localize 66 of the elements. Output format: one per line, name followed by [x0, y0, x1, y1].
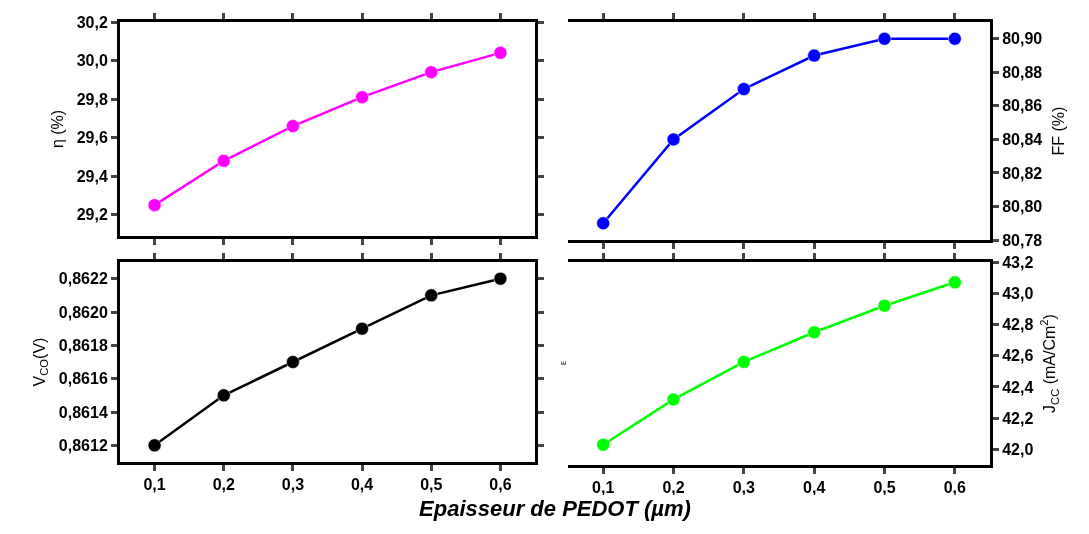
y-tick-label: 0,8622 [58, 270, 108, 288]
x-tick-label: 0,4 [350, 476, 374, 494]
point [355, 321, 369, 336]
annotation: E [557, 360, 569, 366]
y2-tick-label: 43,2 [1002, 253, 1034, 271]
point [948, 32, 962, 46]
point [737, 82, 751, 96]
x-tick-label: 0,3 [732, 479, 756, 497]
point [596, 216, 610, 230]
x-tick-label: 0,1 [143, 476, 166, 494]
y-tick-label: 29,4 [76, 167, 108, 185]
y2-tick-label: 42,4 [1002, 378, 1034, 396]
x-tick-label: 0,4 [803, 479, 826, 497]
point [493, 46, 508, 60]
x-tick-label: 0,2 [662, 479, 685, 497]
point [217, 388, 231, 403]
point [877, 298, 892, 313]
x-axis-title: Epaisseur de PEDOT (µm) [418, 496, 692, 522]
y2-tick-label: 80,86 [1002, 97, 1043, 115]
x-tick-label: 0,3 [281, 476, 305, 494]
point [948, 275, 962, 290]
y2-tick-label: 42,6 [1002, 347, 1034, 365]
point [493, 271, 508, 286]
y2-tick-label: 42,8 [1002, 316, 1034, 334]
point [286, 119, 300, 133]
point [807, 48, 821, 63]
point [807, 325, 821, 340]
y2-tick-label: 80,82 [1002, 164, 1043, 182]
point [877, 32, 892, 46]
x-tick-label: 0,6 [943, 479, 967, 497]
point [666, 132, 681, 147]
y2-tick-label: 43,0 [1002, 284, 1034, 302]
x-tick-label: 0,5 [873, 479, 896, 497]
y-tick-label: 29,2 [76, 206, 108, 224]
y-axis-title: η (%) [48, 109, 66, 149]
y-tick-label: 0,8616 [58, 370, 108, 388]
point [596, 437, 610, 452]
point [424, 65, 438, 79]
y2-axis-title: FF (%) [1050, 106, 1068, 156]
x-tick-label: 0,5 [420, 476, 443, 494]
x-tick-label: 0,2 [212, 476, 235, 494]
y-tick-label: 29,6 [76, 129, 108, 147]
point [217, 154, 231, 168]
y2-tick-label: 80,78 [1002, 231, 1043, 249]
y2-tick-label: 80,80 [1002, 198, 1043, 216]
y2-tick-label: 80,90 [1002, 30, 1043, 48]
y-tick-label: 29,8 [76, 90, 108, 108]
point [737, 355, 751, 369]
point [147, 438, 162, 453]
y2-tick-label: 42,0 [1002, 440, 1034, 458]
y-tick-label: 30,2 [76, 13, 108, 31]
x-tick-label: 0,6 [489, 476, 512, 494]
y2-tick-label: 80,88 [1002, 63, 1043, 81]
y-tick-label: 0,8614 [58, 403, 108, 421]
point [424, 288, 438, 303]
y-tick-label: 0,8612 [58, 436, 108, 454]
y2-tick-label: 42,2 [1002, 409, 1034, 427]
y-tick-label: 30,0 [76, 52, 108, 70]
point [666, 392, 681, 407]
y-tick-label: 0,8620 [58, 303, 108, 321]
y2-tick-label: 80,84 [1002, 130, 1043, 148]
point [147, 198, 162, 212]
x-tick-label: 0,1 [592, 479, 615, 497]
point [355, 90, 369, 104]
point [286, 355, 300, 369]
y-tick-label: 0,8618 [58, 336, 108, 354]
